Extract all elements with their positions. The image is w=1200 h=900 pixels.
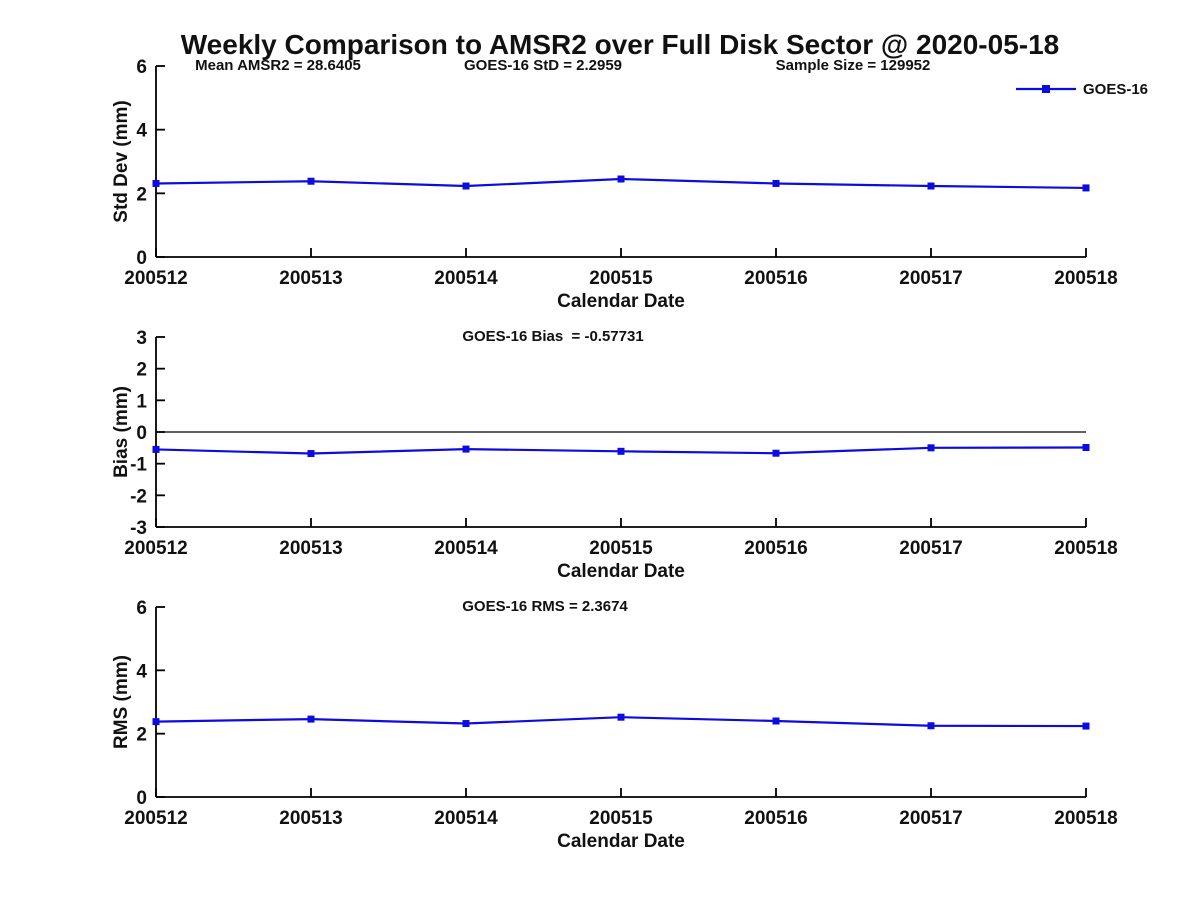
y-tick-label: 0 xyxy=(136,788,147,809)
annotation-std-dev-2: Sample Size = 129952 xyxy=(775,57,931,74)
y-tick-label: 2 xyxy=(136,725,147,746)
y-axis-label: Bias (mm) xyxy=(111,386,132,478)
chart-title: Weekly Comparison to AMSR2 over Full Dis… xyxy=(181,29,1060,60)
x-tick-label: 200516 xyxy=(744,268,807,289)
legend-label: GOES-16 xyxy=(1083,81,1148,98)
x-tick-label: 200514 xyxy=(434,268,498,289)
data-point-marker xyxy=(1082,722,1090,730)
y-tick-label: 4 xyxy=(136,121,147,142)
annotation-rms-0: GOES-16 RMS = 2.3674 xyxy=(462,598,628,615)
data-point-marker xyxy=(617,447,625,455)
data-point-marker xyxy=(462,182,470,190)
y-tick-label: 6 xyxy=(136,57,147,78)
y-axis-label: Std Dev (mm) xyxy=(111,100,132,222)
y-tick-label: -2 xyxy=(130,486,147,507)
data-point-marker xyxy=(462,445,470,453)
data-point-marker xyxy=(1082,184,1090,192)
x-tick-label: 200518 xyxy=(1054,268,1117,289)
data-point-marker xyxy=(307,177,315,185)
annotation-std-dev-0: Mean AMSR2 = 28.6405 xyxy=(195,57,361,74)
y-tick-label: 2 xyxy=(136,184,147,205)
x-tick-label: 200518 xyxy=(1054,808,1117,829)
x-axis-label: Calendar Date xyxy=(557,831,685,852)
data-point-marker xyxy=(152,718,160,726)
data-point-marker xyxy=(927,444,935,452)
x-tick-label: 200515 xyxy=(589,268,653,289)
data-point-marker xyxy=(1082,444,1090,452)
y-tick-label: 0 xyxy=(136,248,147,269)
data-point-marker xyxy=(307,715,315,723)
panel-std-dev: 0 2 4 6 200512 200513 200514 200515 200516 200517… xyxy=(111,57,1118,312)
x-tick-label: 200515 xyxy=(589,808,653,829)
data-point-marker xyxy=(152,445,160,453)
data-point-marker xyxy=(927,722,935,730)
y-tick-label: 0 xyxy=(136,423,147,444)
x-axis-label: Calendar Date xyxy=(557,561,685,582)
x-tick-label: 200517 xyxy=(899,808,962,829)
x-tick-label: 200512 xyxy=(124,808,187,829)
data-point-marker xyxy=(772,717,780,725)
y-tick-label: 2 xyxy=(136,360,147,381)
annotation-bias-0: GOES-16 Bias = -0.57731 xyxy=(462,328,644,345)
data-point-marker xyxy=(307,450,315,458)
data-point-marker xyxy=(927,182,935,190)
data-point-marker xyxy=(772,179,780,187)
data-point-marker xyxy=(462,720,470,728)
x-tick-label: 200515 xyxy=(589,538,653,559)
y-tick-label: -3 xyxy=(130,518,147,539)
x-tick-label: 200517 xyxy=(899,268,962,289)
x-tick-label: 200512 xyxy=(124,538,187,559)
x-tick-label: 200514 xyxy=(434,808,498,829)
annotation-std-dev-1: GOES-16 StD = 2.2959 xyxy=(464,57,622,74)
x-tick-label: 200512 xyxy=(124,268,187,289)
y-axis-label: RMS (mm) xyxy=(111,655,132,749)
x-tick-label: 200516 xyxy=(744,808,807,829)
y-tick-label: 4 xyxy=(136,661,147,682)
data-point-marker xyxy=(617,713,625,721)
data-point-marker xyxy=(772,449,780,457)
x-tick-label: 200518 xyxy=(1054,538,1117,559)
x-tick-label: 200514 xyxy=(434,538,498,559)
y-tick-label: 1 xyxy=(136,391,147,412)
y-tick-label: 3 xyxy=(136,328,147,349)
y-tick-label: 6 xyxy=(136,598,147,619)
x-tick-label: 200513 xyxy=(279,808,342,829)
x-tick-label: 200516 xyxy=(744,538,807,559)
data-point-marker xyxy=(152,179,160,187)
x-axis-label: Calendar Date xyxy=(557,291,685,312)
legend-marker xyxy=(1042,85,1050,93)
data-point-marker xyxy=(617,175,625,183)
x-tick-label: 200513 xyxy=(279,268,342,289)
x-tick-label: 200517 xyxy=(899,538,962,559)
y-tick-label: -1 xyxy=(130,455,147,476)
x-tick-label: 200513 xyxy=(279,538,342,559)
panel-rms: 0 2 4 6 200512 200513 200514 200515 200516 200517… xyxy=(111,598,1118,852)
legend: GOES-16 xyxy=(1016,81,1148,98)
